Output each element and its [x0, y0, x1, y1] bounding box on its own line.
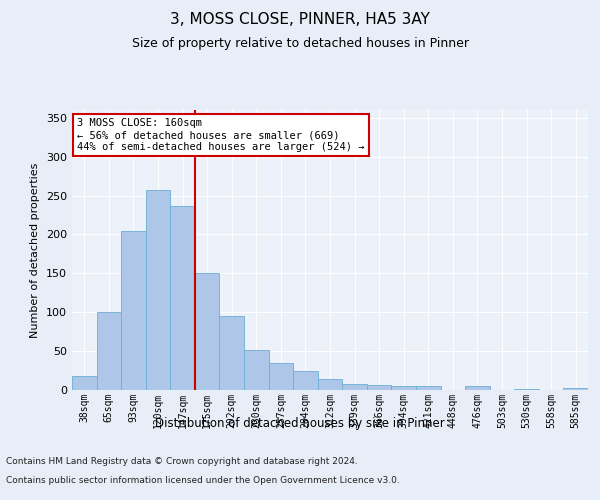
Bar	[465, 386, 490, 390]
Bar	[293, 370, 318, 390]
Text: 3, MOSS CLOSE, PINNER, HA5 3AY: 3, MOSS CLOSE, PINNER, HA5 3AY	[170, 12, 430, 28]
Bar	[342, 384, 367, 390]
Bar	[97, 312, 121, 390]
Bar	[121, 230, 146, 390]
Bar	[563, 388, 588, 390]
Text: Size of property relative to detached houses in Pinner: Size of property relative to detached ho…	[131, 38, 469, 51]
Bar	[72, 376, 97, 390]
Bar	[269, 363, 293, 390]
Bar	[318, 379, 342, 390]
Bar	[367, 386, 391, 390]
Bar	[416, 386, 440, 390]
Text: Contains public sector information licensed under the Open Government Licence v3: Contains public sector information licen…	[6, 476, 400, 485]
Bar	[514, 389, 539, 390]
Bar	[220, 316, 244, 390]
Y-axis label: Number of detached properties: Number of detached properties	[31, 162, 40, 338]
Text: 3 MOSS CLOSE: 160sqm
← 56% of detached houses are smaller (669)
44% of semi-deta: 3 MOSS CLOSE: 160sqm ← 56% of detached h…	[77, 118, 365, 152]
Bar	[146, 190, 170, 390]
Bar	[170, 206, 195, 390]
Bar	[244, 350, 269, 390]
Text: Contains HM Land Registry data © Crown copyright and database right 2024.: Contains HM Land Registry data © Crown c…	[6, 458, 358, 466]
Bar	[195, 274, 220, 390]
Bar	[391, 386, 416, 390]
Text: Distribution of detached houses by size in Pinner: Distribution of detached houses by size …	[155, 418, 445, 430]
